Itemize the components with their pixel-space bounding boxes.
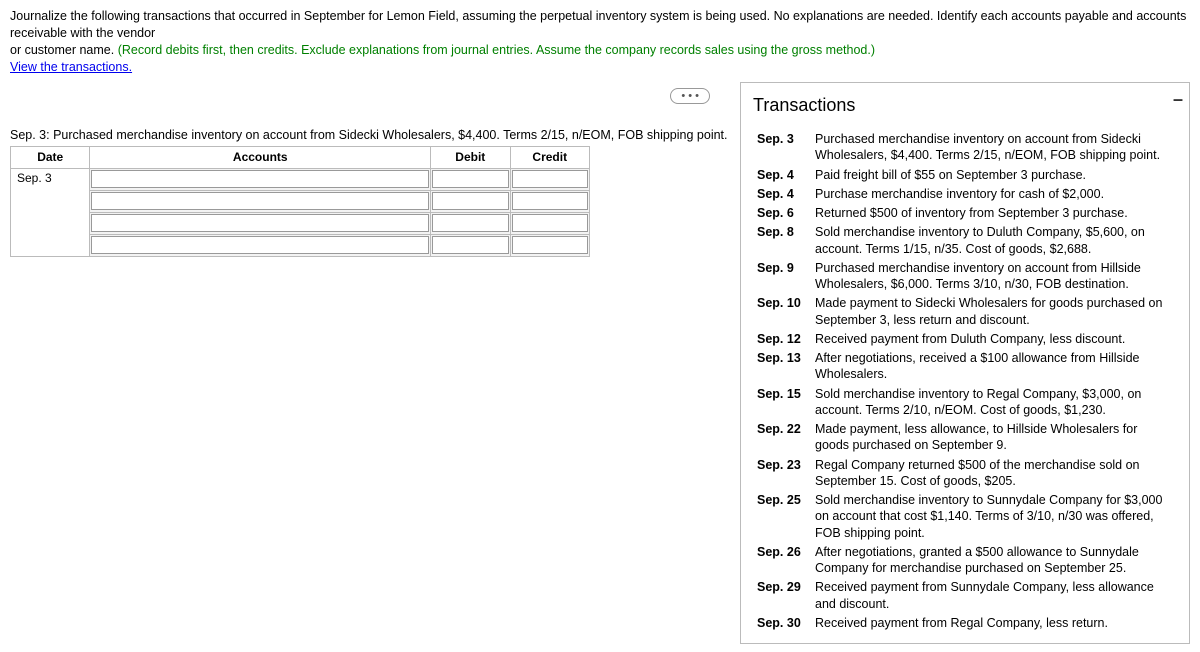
transaction-row: Sep. 12Received payment from Duluth Comp… xyxy=(753,329,1177,348)
transaction-date: Sep. 13 xyxy=(753,349,811,385)
transaction-date: Sep. 4 xyxy=(753,184,811,203)
credit-input[interactable] xyxy=(512,170,588,188)
instructions-block: Journalize the following transactions th… xyxy=(10,8,1190,76)
transaction-date: Sep. 22 xyxy=(753,420,811,456)
transaction-row: Sep. 23Regal Company returned $500 of th… xyxy=(753,455,1177,491)
journal-entry-panel: • • • Sep. 3: Purchased merchandise inve… xyxy=(10,82,740,644)
transaction-row: Sep. 30Received payment from Regal Compa… xyxy=(753,613,1177,632)
col-debit: Debit xyxy=(431,146,510,168)
transaction-row: Sep. 15Sold merchandise inventory to Reg… xyxy=(753,384,1177,420)
transaction-text: Purchase merchandise inventory for cash … xyxy=(811,184,1177,203)
transaction-text: Received payment from Regal Company, les… xyxy=(811,613,1177,632)
col-date: Date xyxy=(11,146,90,168)
credit-input[interactable] xyxy=(512,192,588,210)
instructions-green: (Record debits first, then credits. Excl… xyxy=(118,43,875,57)
debit-input[interactable] xyxy=(432,192,508,210)
transaction-text: Sold merchandise inventory to Duluth Com… xyxy=(811,223,1177,259)
transaction-text: Made payment to Sidecki Wholesalers for … xyxy=(811,294,1177,330)
credit-input[interactable] xyxy=(512,236,588,254)
transaction-row: Sep. 9Purchased merchandise inventory on… xyxy=(753,258,1177,294)
transaction-row: Sep. 29Received payment from Sunnydale C… xyxy=(753,578,1177,614)
transaction-text: Received payment from Sunnydale Company,… xyxy=(811,578,1177,614)
transaction-text: Paid freight bill of $55 on September 3 … xyxy=(811,165,1177,184)
instructions-line-1: Journalize the following transactions th… xyxy=(10,9,1186,40)
accounts-dropdown[interactable] xyxy=(91,170,429,188)
transaction-text: Made payment, less allowance, to Hillsid… xyxy=(811,420,1177,456)
transaction-text: Purchased merchandise inventory on accou… xyxy=(811,258,1177,294)
transactions-panel: – Transactions Sep. 3Purchased merchandi… xyxy=(740,82,1190,644)
transaction-row: Sep. 3Purchased merchandise inventory on… xyxy=(753,130,1177,166)
transaction-date: Sep. 23 xyxy=(753,455,811,491)
transaction-date: Sep. 15 xyxy=(753,384,811,420)
transaction-text: After negotiations, received a $100 allo… xyxy=(811,349,1177,385)
collapse-icon[interactable]: – xyxy=(1173,89,1183,110)
instructions-line-2a: or customer name. xyxy=(10,43,118,57)
transaction-text: Sold merchandise inventory to Regal Comp… xyxy=(811,384,1177,420)
transaction-date: Sep. 8 xyxy=(753,223,811,259)
transaction-row: Sep. 8Sold merchandise inventory to Dulu… xyxy=(753,223,1177,259)
col-accounts: Accounts xyxy=(90,146,431,168)
current-entry-text: Sep. 3: Purchased merchandise inventory … xyxy=(10,128,732,142)
accounts-dropdown[interactable] xyxy=(91,214,429,232)
transaction-row: Sep. 22Made payment, less allowance, to … xyxy=(753,420,1177,456)
transaction-text: Sold merchandise inventory to Sunnydale … xyxy=(811,491,1177,543)
debit-input[interactable] xyxy=(432,170,508,188)
transaction-date: Sep. 30 xyxy=(753,613,811,632)
debit-input[interactable] xyxy=(432,214,508,232)
transaction-date: Sep. 25 xyxy=(753,491,811,543)
transaction-date: Sep. 3 xyxy=(753,130,811,166)
transaction-date: Sep. 29 xyxy=(753,578,811,614)
transaction-text: Returned $500 of inventory from Septembe… xyxy=(811,204,1177,223)
transaction-row: Sep. 25Sold merchandise inventory to Sun… xyxy=(753,491,1177,543)
transaction-date: Sep. 26 xyxy=(753,542,811,578)
transaction-row: Sep. 4Purchase merchandise inventory for… xyxy=(753,184,1177,203)
transaction-row: Sep. 13After negotiations, received a $1… xyxy=(753,349,1177,385)
transaction-date: Sep. 12 xyxy=(753,329,811,348)
credit-input[interactable] xyxy=(512,214,588,232)
accounts-dropdown[interactable] xyxy=(91,192,429,210)
transaction-date: Sep. 9 xyxy=(753,258,811,294)
transactions-title: Transactions xyxy=(753,95,1177,116)
transaction-row: Sep. 10Made payment to Sidecki Wholesale… xyxy=(753,294,1177,330)
transaction-row: Sep. 6Returned $500 of inventory from Se… xyxy=(753,204,1177,223)
more-pill-icon[interactable]: • • • xyxy=(670,88,710,104)
transaction-row: Sep. 4Paid freight bill of $55 on Septem… xyxy=(753,165,1177,184)
accounts-dropdown[interactable] xyxy=(91,236,429,254)
date-cell: Sep. 3 xyxy=(11,168,90,256)
transaction-date: Sep. 6 xyxy=(753,204,811,223)
transaction-text: After negotiations, granted a $500 allow… xyxy=(811,542,1177,578)
transaction-date: Sep. 4 xyxy=(753,165,811,184)
transaction-date: Sep. 10 xyxy=(753,294,811,330)
transaction-text: Regal Company returned $500 of the merch… xyxy=(811,455,1177,491)
transaction-text: Purchased merchandise inventory on accou… xyxy=(811,130,1177,166)
journal-table: Date Accounts Debit Credit Sep. 3 xyxy=(10,146,590,257)
view-transactions-link[interactable]: View the transactions. xyxy=(10,60,132,74)
transaction-row: Sep. 26After negotiations, granted a $50… xyxy=(753,542,1177,578)
transactions-table: Sep. 3Purchased merchandise inventory on… xyxy=(753,130,1177,633)
col-credit: Credit xyxy=(510,146,589,168)
transaction-text: Received payment from Duluth Company, le… xyxy=(811,329,1177,348)
debit-input[interactable] xyxy=(432,236,508,254)
